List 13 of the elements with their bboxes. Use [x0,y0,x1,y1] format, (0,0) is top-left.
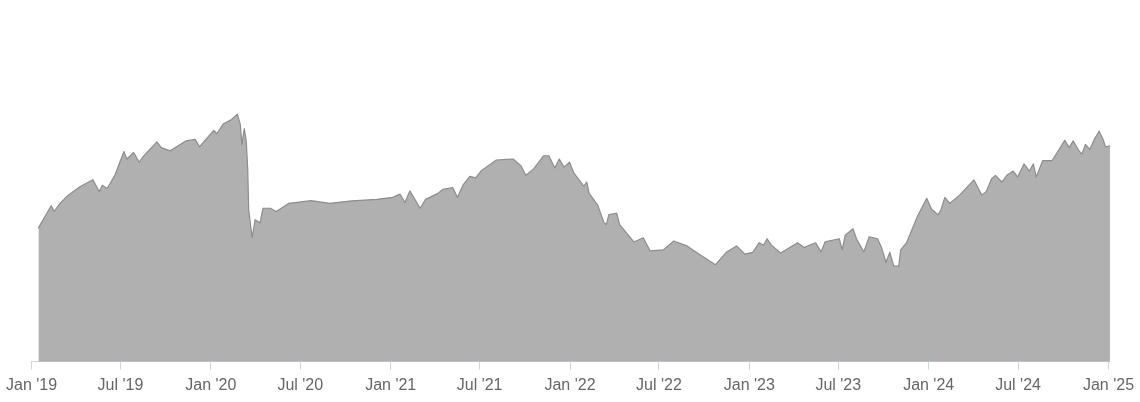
x-tick-label: Jan '23 [723,375,775,393]
x-tick-label: Jan '21 [365,375,417,393]
x-tick-label: Jan '22 [544,375,596,393]
x-tick-label: Jul '24 [995,375,1042,393]
x-tick-label: Jan '25 [1082,375,1135,393]
x-tick-label: Jul '19 [97,375,144,393]
x-tick-label: Jul '22 [636,375,682,393]
x-tick-label: Jan '19 [6,375,58,393]
x-tick-label: Jan '20 [185,375,237,393]
x-tick-label: Jul '23 [815,375,862,393]
x-tick-label: Jan '24 [903,375,955,393]
x-tick-label: Jul '21 [456,375,503,393]
x-tick-label: Jul '20 [277,375,324,393]
